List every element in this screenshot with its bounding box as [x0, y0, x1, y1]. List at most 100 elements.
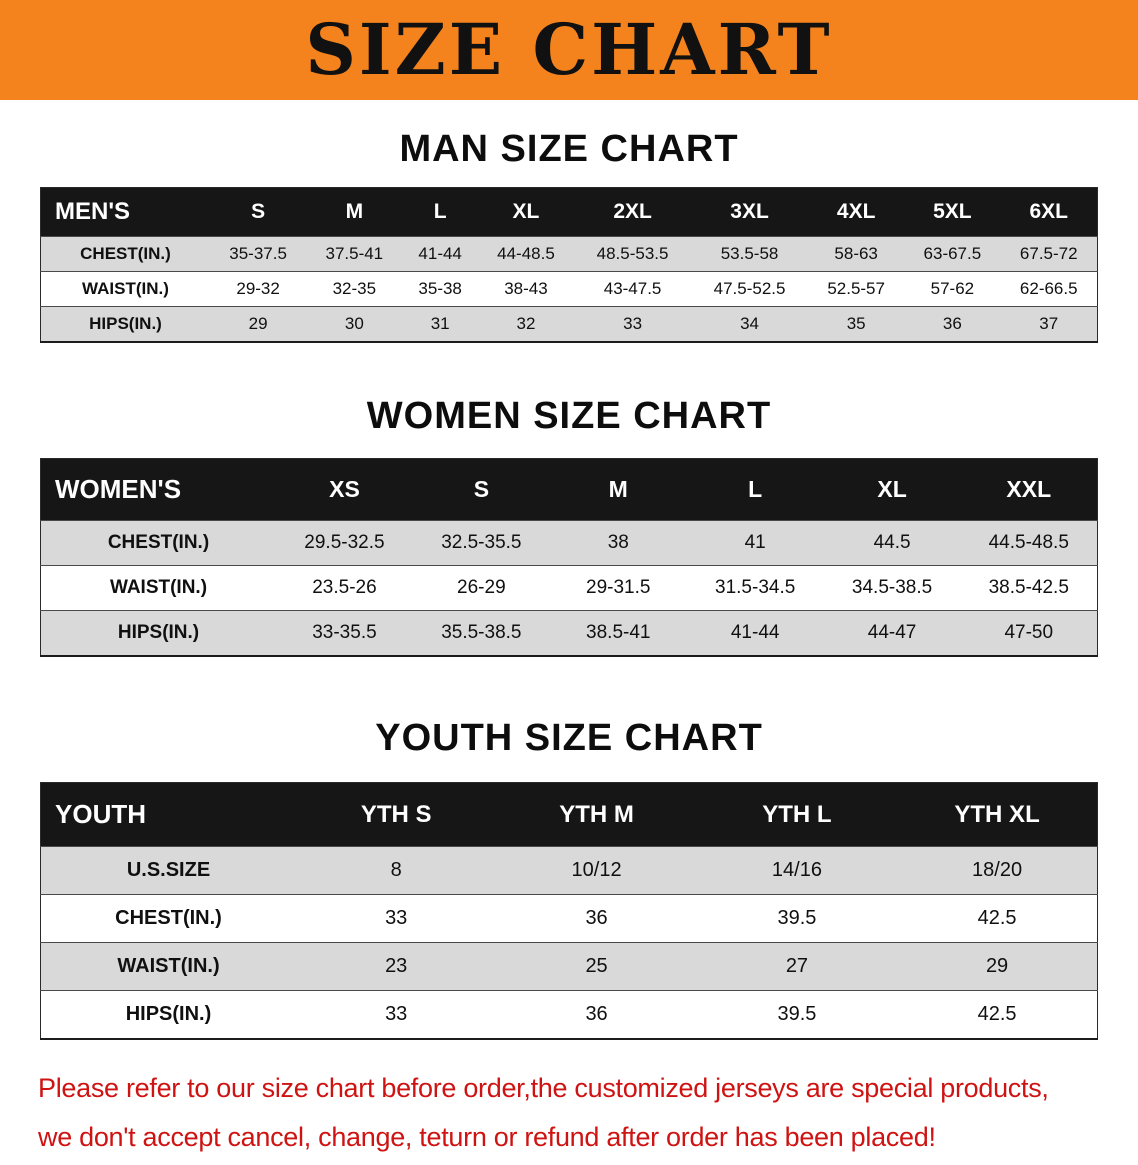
size-value-cell: 33: [296, 990, 497, 1039]
size-value-cell: 14/16: [696, 846, 898, 895]
size-value-cell: 32-35: [306, 271, 403, 307]
size-header-cell: L: [402, 187, 478, 237]
size-value-cell: 44-48.5: [477, 236, 575, 272]
size-value-cell: 29.5-32.5: [276, 520, 413, 566]
size-value-cell: 27: [696, 942, 898, 991]
size-value-cell: 42.5: [897, 894, 1098, 943]
size-value-cell: 35-38: [402, 271, 478, 307]
size-value-cell: 29-32: [210, 271, 307, 307]
size-header-cell: 6XL: [1000, 187, 1098, 237]
size-value-cell: 47-50: [960, 610, 1098, 656]
size-value-cell: 37: [1000, 306, 1098, 342]
size-header-cell: YTH L: [696, 782, 898, 847]
size-value-cell: 42.5: [897, 990, 1098, 1039]
men-size-table: MEN'S S M L XL 2XL 3XL 4XL 5XL 6XL CHEST(IN.) 35-37…: [40, 187, 1098, 343]
size-value-cell: 47.5-52.5: [691, 271, 809, 307]
size-value-cell: 32: [477, 306, 575, 342]
size-value-cell: 53.5-58: [691, 236, 809, 272]
row-label-cell: WAIST(IN.): [40, 271, 210, 307]
size-chart-banner: SIZE CHART: [0, 0, 1138, 100]
size-value-cell: 38.5-42.5: [960, 565, 1098, 611]
size-value-cell: 41-44: [686, 610, 824, 656]
table-row: WAIST(IN.) 23.5-26 26-29 29-31.5 31.5-34.5 34…: [40, 565, 1098, 611]
size-value-cell: 34.5-38.5: [823, 565, 961, 611]
table-row: U.S.SIZE 8 10/12 14/16 18/20: [40, 846, 1098, 895]
size-value-cell: 35.5-38.5: [412, 610, 550, 656]
table-row: CHEST(IN.) 29.5-32.5 32.5-35.5 38 41 44.5 44.5…: [40, 520, 1098, 566]
women-size-section: WOMEN SIZE CHART WOMEN'S XS S M L XL XXL CHEST(…: [0, 395, 1138, 657]
size-value-cell: 33: [296, 894, 497, 943]
size-value-cell: 67.5-72: [1000, 236, 1098, 272]
size-value-cell: 30: [306, 306, 403, 342]
size-value-cell: 23.5-26: [276, 565, 413, 611]
row-label-cell: CHEST(IN.): [40, 520, 276, 566]
size-value-cell: 34: [691, 306, 809, 342]
size-header-cell: 4XL: [808, 187, 905, 237]
disclaimer-line-1: Please refer to our size chart before or…: [38, 1073, 1049, 1103]
disclaimer: Please refer to our size chart before or…: [0, 1068, 1138, 1157]
size-header-cell: XXL: [960, 458, 1098, 521]
row-label-cell: HIPS(IN.): [40, 610, 276, 656]
size-header-cell: 2XL: [574, 187, 692, 237]
size-value-cell: 8: [296, 846, 497, 895]
youth-size-table: YOUTH YTH S YTH M YTH L YTH XL U.S.SIZE 8 10/12…: [40, 782, 1098, 1040]
size-value-cell: 63-67.5: [904, 236, 1001, 272]
table-row: CHEST(IN.) 35-37.5 37.5-41 41-44 44-48.5 48.5…: [40, 236, 1098, 272]
size-value-cell: 36: [496, 990, 697, 1039]
size-value-cell: 41: [686, 520, 824, 566]
size-value-cell: 35: [808, 306, 905, 342]
size-header-cell: S: [210, 187, 307, 237]
row-label-cell: HIPS(IN.): [40, 990, 296, 1039]
table-header-row: MEN'S S M L XL 2XL 3XL 4XL 5XL 6XL: [40, 187, 1098, 237]
size-value-cell: 29: [897, 942, 1098, 991]
size-value-cell: 62-66.5: [1000, 271, 1098, 307]
size-value-cell: 38: [549, 520, 687, 566]
size-value-cell: 41-44: [402, 236, 478, 272]
size-value-cell: 10/12: [496, 846, 697, 895]
size-value-cell: 57-62: [904, 271, 1001, 307]
size-value-cell: 26-29: [412, 565, 550, 611]
table-row: CHEST(IN.) 33 36 39.5 42.5: [40, 894, 1098, 943]
size-value-cell: 52.5-57: [808, 271, 905, 307]
table-row: HIPS(IN.) 33-35.5 35.5-38.5 38.5-41 41-44 44-…: [40, 610, 1098, 656]
men-size-section: MAN SIZE CHART MEN'S S M L XL 2XL 3XL 4XL 5XL 6XL…: [0, 128, 1138, 343]
table-row: WAIST(IN.) 29-32 32-35 35-38 38-43 43-47.5 47.…: [40, 271, 1098, 307]
row-label-cell: CHEST(IN.): [40, 894, 296, 943]
size-header-cell: L: [686, 458, 824, 521]
size-value-cell: 44.5: [823, 520, 961, 566]
size-value-cell: 31.5-34.5: [686, 565, 824, 611]
size-value-cell: 29-31.5: [549, 565, 687, 611]
size-header-cell: YTH S: [296, 782, 497, 847]
size-header-cell: M: [549, 458, 687, 521]
size-value-cell: 29: [210, 306, 307, 342]
men-section-heading: MAN SIZE CHART: [399, 128, 739, 170]
row-label-cell: WAIST(IN.): [40, 565, 276, 611]
size-value-cell: 39.5: [696, 894, 898, 943]
row-label-cell: CHEST(IN.): [40, 236, 210, 272]
size-header-cell: XL: [477, 187, 575, 237]
row-label-cell: HIPS(IN.): [40, 306, 210, 342]
table-header-row: YOUTH YTH S YTH M YTH L YTH XL: [40, 782, 1098, 847]
size-value-cell: 44-47: [823, 610, 961, 656]
women-size-table: WOMEN'S XS S M L XL XXL CHEST(IN.) 29.5-32.5 32.5…: [40, 458, 1098, 657]
size-header-cell: 3XL: [691, 187, 809, 237]
size-value-cell: 25: [496, 942, 697, 991]
size-value-cell: 31: [402, 306, 478, 342]
size-header-cell: 5XL: [904, 187, 1001, 237]
youth-section-heading: YOUTH SIZE CHART: [375, 717, 763, 759]
size-value-cell: 48.5-53.5: [574, 236, 692, 272]
table-row: HIPS(IN.) 29 30 31 32 33 34 35 36 37: [40, 306, 1098, 342]
table-row: WAIST(IN.) 23 25 27 29: [40, 942, 1098, 991]
table-header-row: WOMEN'S XS S M L XL XXL: [40, 458, 1098, 521]
table-title-cell: YOUTH: [40, 782, 296, 847]
size-value-cell: 18/20: [897, 846, 1098, 895]
size-value-cell: 36: [904, 306, 1001, 342]
size-value-cell: 38.5-41: [549, 610, 687, 656]
size-value-cell: 37.5-41: [306, 236, 403, 272]
size-value-cell: 33-35.5: [276, 610, 413, 656]
size-header-cell: XL: [823, 458, 961, 521]
row-label-cell: U.S.SIZE: [40, 846, 296, 895]
size-header-cell: S: [412, 458, 550, 521]
size-header-cell: YTH XL: [897, 782, 1098, 847]
